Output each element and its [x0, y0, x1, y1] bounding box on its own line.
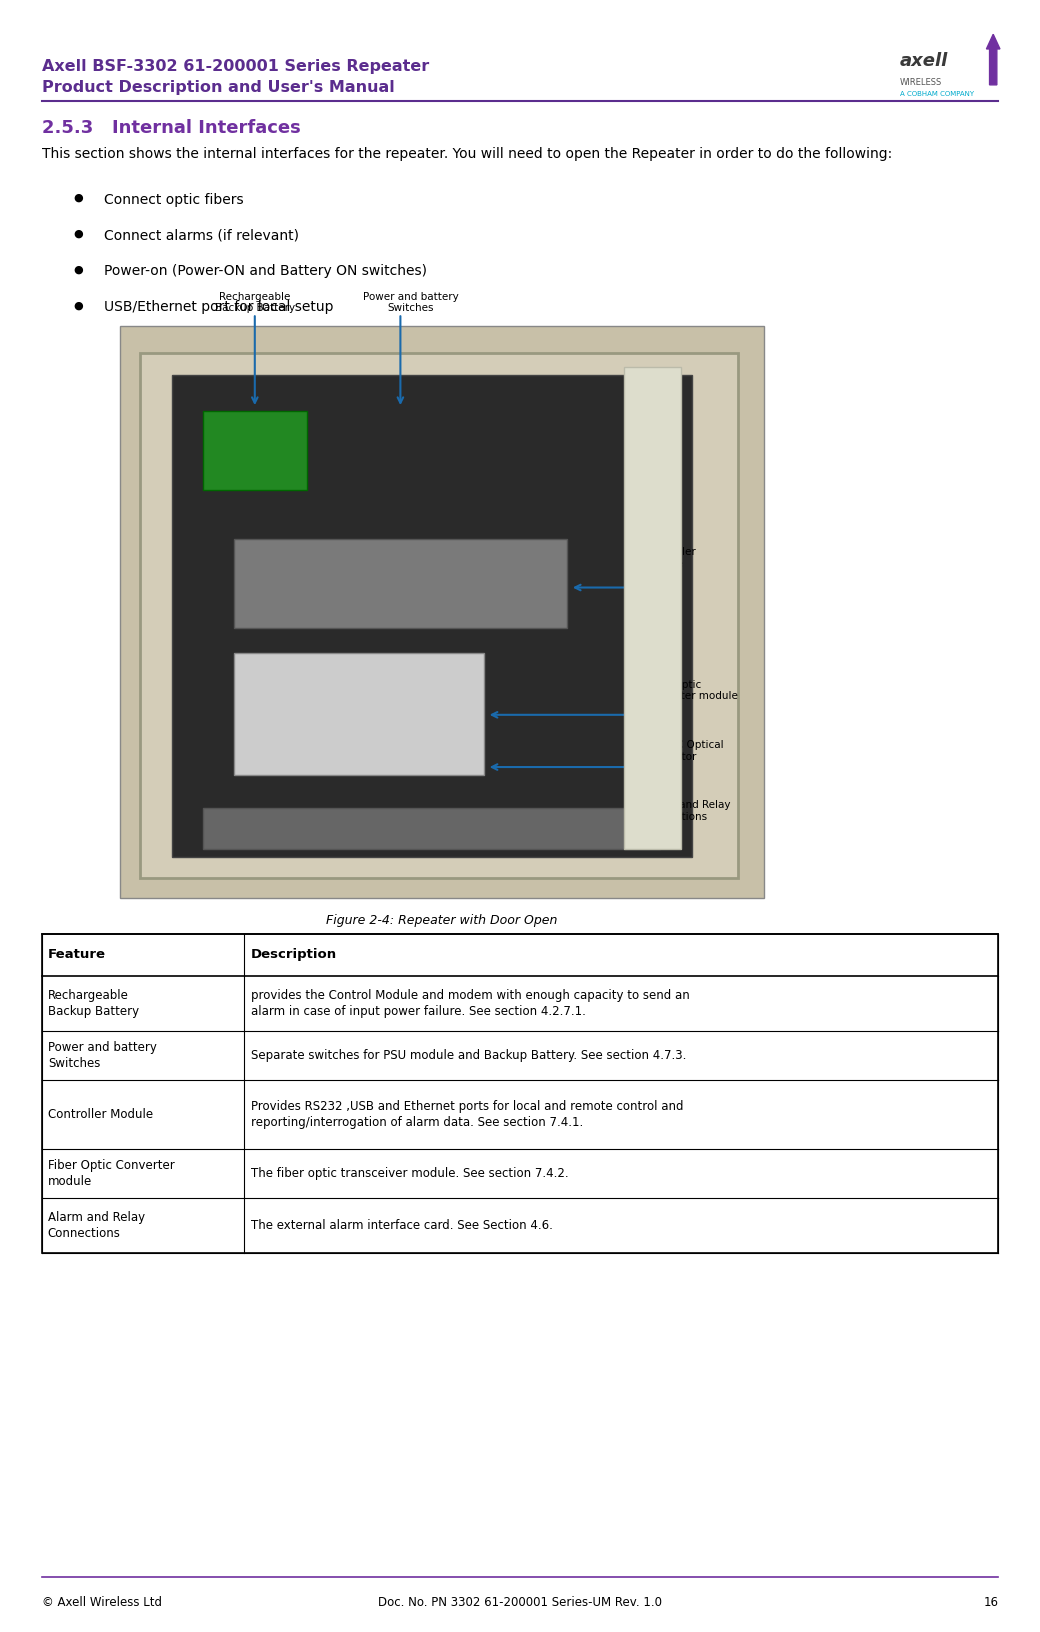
Text: Separate switches for PSU module and Backup Battery. See section 4.7.3.: Separate switches for PSU module and Bac… [251, 1049, 686, 1062]
Bar [234, 653, 484, 775]
Text: Power and battery
Switches: Power and battery Switches [363, 292, 459, 313]
FancyArrow shape [987, 34, 1000, 85]
Text: 2.5.3   Internal Interfaces: 2.5.3 Internal Interfaces [42, 119, 301, 137]
Text: A COBHAM COMPANY: A COBHAM COMPANY [900, 91, 973, 98]
Text: provides the Control Module and modem with enough capacity to send an
alarm in c: provides the Control Module and modem wi… [251, 989, 690, 1018]
Text: The external alarm interface card. See Section 4.6.: The external alarm interface card. See S… [251, 1219, 552, 1232]
Text: Axell BSF-3302 61-200001 Series Repeater: Axell BSF-3302 61-200001 Series Repeater [42, 59, 428, 73]
Text: Product Description and User's Manual: Product Description and User's Manual [42, 80, 394, 95]
Bar [234, 539, 567, 628]
Text: WIRELESS: WIRELESS [900, 78, 942, 88]
Text: Fibre Optic
converter module: Fibre Optic converter module [645, 679, 737, 702]
Text: Alarm and Relay
Connections: Alarm and Relay Connections [48, 1211, 145, 1240]
Text: ●: ● [73, 264, 83, 274]
Text: Rechargeable
Backup Battery: Rechargeable Backup Battery [214, 292, 295, 313]
Text: Controller
Module: Controller Module [645, 547, 697, 570]
Bar [203, 808, 660, 849]
Text: Rechargeable
Backup Battery: Rechargeable Backup Battery [48, 989, 139, 1018]
Text: Figure 2-4: Repeater with Door Open: Figure 2-4: Repeater with Door Open [327, 914, 557, 927]
Text: Connect optic fibers: Connect optic fibers [104, 193, 243, 207]
Bar [203, 411, 307, 490]
Text: Description: Description [251, 948, 337, 961]
Text: USB/Ethernet port for local setup: USB/Ethernet port for local setup [104, 300, 334, 315]
Bar [172, 375, 692, 857]
Text: 16: 16 [984, 1596, 998, 1609]
Text: Power and battery
Switches: Power and battery Switches [48, 1041, 157, 1071]
Bar [120, 326, 764, 898]
Text: ●: ● [73, 228, 83, 238]
Text: The fiber optic transceiver module. See section 7.4.2.: The fiber optic transceiver module. See … [251, 1167, 568, 1180]
Text: This section shows the internal interfaces for the repeater. You will need to op: This section shows the internal interfac… [42, 147, 892, 162]
Text: Alarm and Relay
connections: Alarm and Relay connections [645, 800, 730, 823]
Text: Doc. No. PN 3302 61-200001 Series-UM Rev. 1.0: Doc. No. PN 3302 61-200001 Series-UM Rev… [378, 1596, 662, 1609]
Text: Feature: Feature [48, 948, 106, 961]
Text: Connect alarms (if relevant): Connect alarms (if relevant) [104, 228, 300, 243]
Text: ●: ● [73, 193, 83, 202]
Bar [140, 353, 738, 878]
Bar [42, 934, 998, 1253]
Text: © Axell Wireless Ltd: © Axell Wireless Ltd [42, 1596, 161, 1609]
Text: Fiber Optic Converter
module: Fiber Optic Converter module [48, 1159, 175, 1188]
Text: Provides RS232 ,USB and Ethernet ports for local and remote control and
reportin: Provides RS232 ,USB and Ethernet ports f… [251, 1100, 683, 1129]
Text: SC/APC Optical
connector: SC/APC Optical connector [645, 739, 724, 762]
Text: Power-on (Power-ON and Battery ON switches): Power-on (Power-ON and Battery ON switch… [104, 264, 427, 279]
Text: axell: axell [900, 52, 947, 70]
Bar [624, 367, 681, 849]
Text: Controller Module: Controller Module [48, 1108, 153, 1121]
Text: ●: ● [73, 300, 83, 310]
